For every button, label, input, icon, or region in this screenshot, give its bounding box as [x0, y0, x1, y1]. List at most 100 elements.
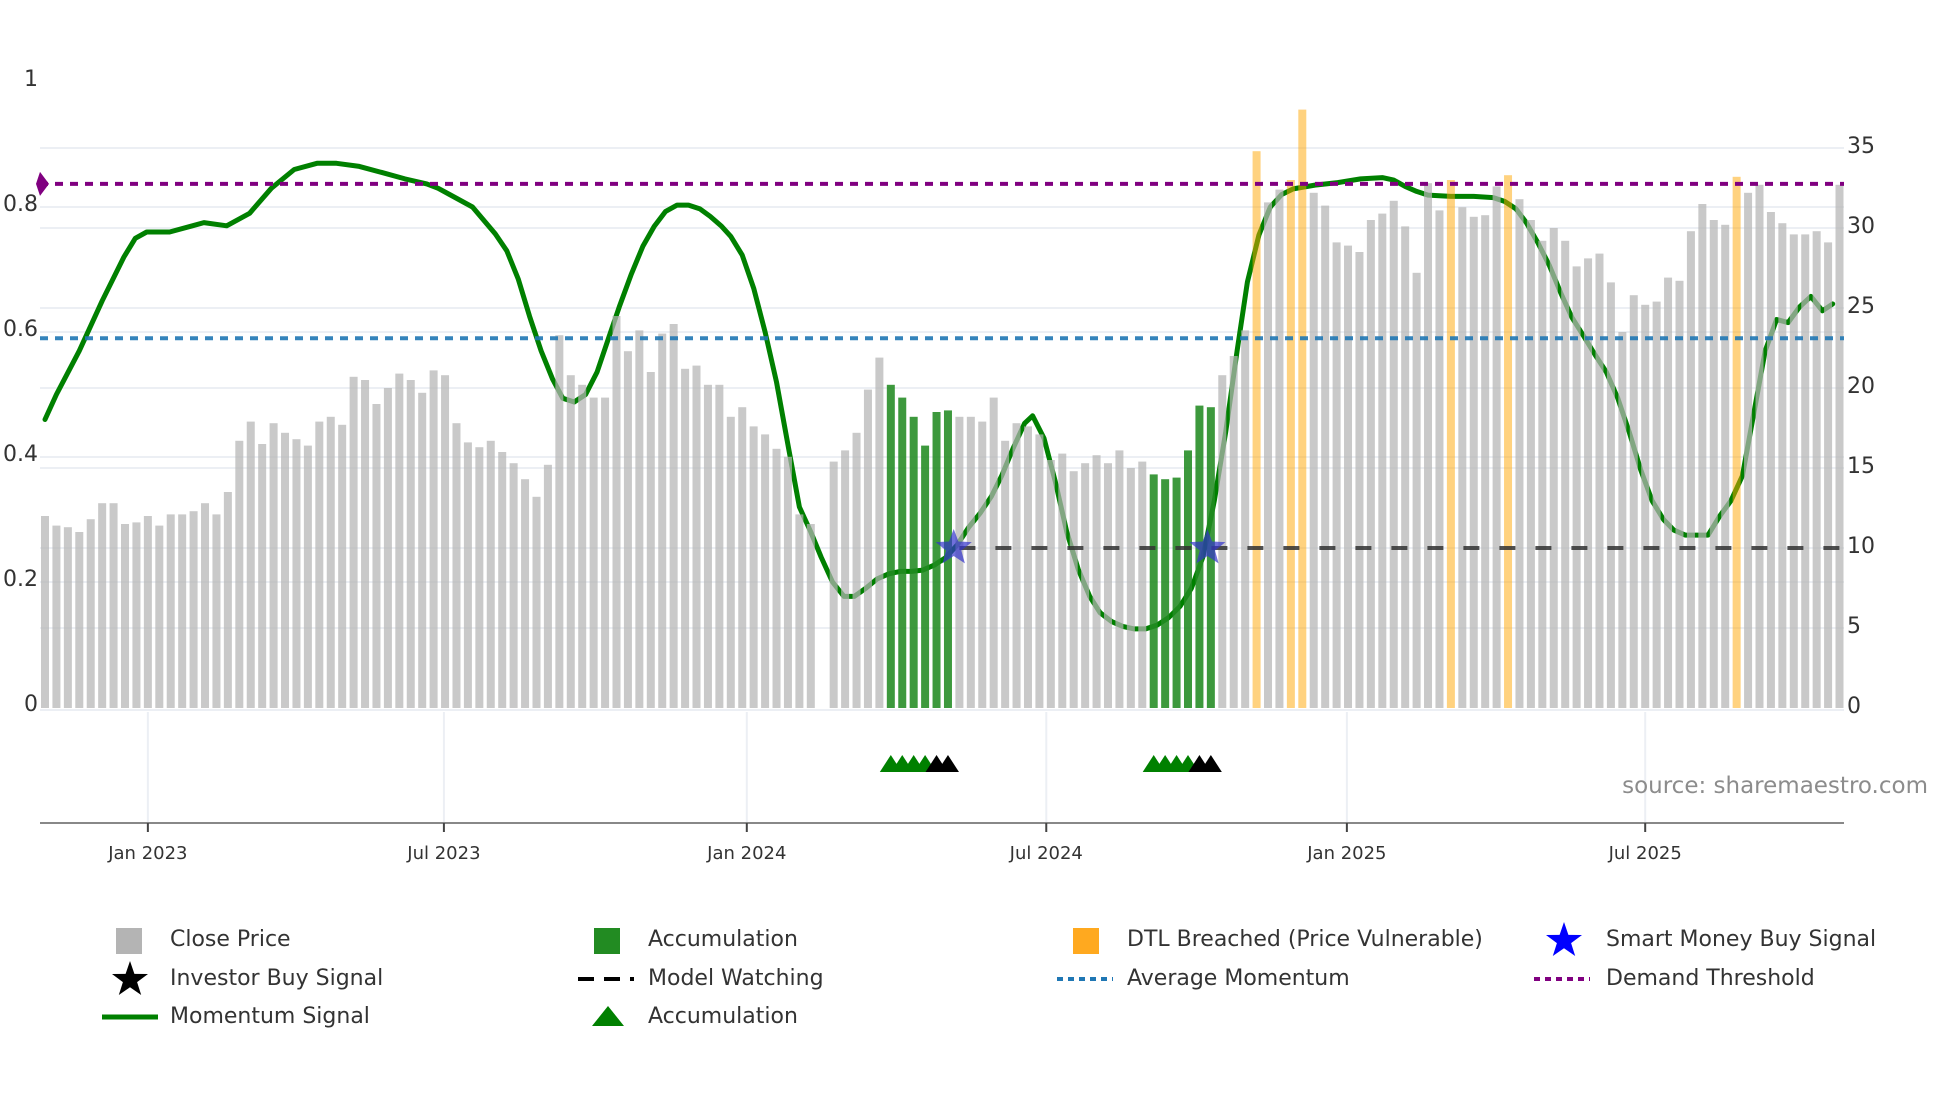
- close-price-bar: [543, 464, 552, 708]
- close-price-bar: [566, 375, 575, 708]
- close-price-bar: [521, 479, 530, 708]
- dtl-breached-bar: [1286, 180, 1295, 708]
- close-price-bar: [1138, 461, 1147, 708]
- close-price-bar: [715, 384, 724, 708]
- close-price-bar: [1126, 468, 1135, 708]
- close-price-bar: [1366, 220, 1375, 708]
- close-price-bar: [578, 384, 587, 708]
- close-price-bar: [1092, 455, 1101, 708]
- close-price-bar: [749, 426, 758, 708]
- close-price-bar: [1344, 245, 1353, 708]
- reference-lines: [36, 171, 1844, 550]
- close-price-bar: [955, 416, 964, 708]
- close-price-bar: [1321, 205, 1330, 708]
- close-price-bar: [978, 421, 987, 708]
- close-price-bar: [475, 447, 484, 708]
- close-price-bar: [1035, 434, 1044, 708]
- close-price-bar: [406, 380, 415, 708]
- close-price-bar: [498, 452, 507, 708]
- close-price-bar: [646, 372, 655, 708]
- axes: Jan 2023 Jul 2023 Jan 2024 Jul 2024 Jan 2025…: [3, 67, 1875, 864]
- close-price-bar: [166, 514, 175, 708]
- close-price-bar: [201, 503, 210, 708]
- close-price-bar: [109, 503, 118, 708]
- close-price-bar: [395, 373, 404, 708]
- close-price-bar: [429, 370, 438, 708]
- close-price-bar: [1046, 460, 1055, 708]
- close-price-bar: [86, 519, 95, 708]
- close-price-bar: [258, 444, 267, 708]
- close-price-bar: [1001, 440, 1010, 708]
- close-price-bar: [1389, 200, 1398, 709]
- accumulation-bar: [886, 384, 895, 708]
- close-price-bar: [1744, 192, 1753, 709]
- close-price-bar: [1606, 282, 1615, 708]
- close-price-bar: [1698, 204, 1707, 708]
- close-price-bar: [1103, 463, 1112, 708]
- close-price-bar: [418, 392, 427, 708]
- close-price-bar: [1218, 375, 1227, 708]
- close-price-bar: [989, 397, 998, 708]
- y-right-tick-label: 20: [1847, 374, 1875, 399]
- close-price-bar: [726, 416, 735, 708]
- close-price-bar: [326, 416, 335, 708]
- close-price-bar: [189, 511, 198, 708]
- close-price-bar: [1675, 280, 1684, 708]
- y-right-tick-label: 25: [1847, 294, 1875, 319]
- x-tick-label: Jul 2025: [1608, 843, 1682, 864]
- accumulation-bar: [1149, 474, 1158, 708]
- close-price-bar: [246, 421, 255, 708]
- close-price-bar: [75, 532, 84, 708]
- close-price-bar: [555, 335, 564, 708]
- dtl-breached-bar: [1504, 175, 1513, 708]
- close-price-bar: [1332, 242, 1341, 708]
- close-price-bar: [372, 404, 381, 708]
- accumulation-bar: [932, 412, 941, 708]
- close-price-bar: [681, 368, 690, 708]
- close-price-bar: [1526, 220, 1535, 708]
- close-price-bar: [361, 380, 370, 708]
- close-price-bar: [703, 384, 712, 708]
- close-price-bar: [1458, 207, 1467, 708]
- close-price-bar: [635, 330, 644, 708]
- close-price-bar: [441, 375, 450, 708]
- close-price-bar: [1515, 199, 1524, 708]
- close-price-bar: [292, 439, 301, 708]
- smart-money-star-icon: [1189, 529, 1226, 564]
- close-price-bar: [1275, 189, 1284, 709]
- accumulation-bar: [909, 416, 918, 708]
- close-price-bar: [338, 424, 347, 708]
- close-price-bar: [1789, 234, 1798, 708]
- close-price-bar: [1435, 210, 1444, 708]
- close-price-bar: [692, 365, 701, 708]
- y-right-tick-label: 35: [1847, 134, 1875, 159]
- close-price-bar: [1686, 231, 1695, 708]
- close-price-bar: [269, 423, 278, 708]
- close-price-bar: [612, 316, 621, 708]
- close-price-bar: [875, 357, 884, 708]
- y-left-tick-label: 1: [24, 67, 38, 92]
- close-price-bar: [212, 514, 221, 708]
- close-price-bar: [121, 524, 130, 708]
- y-right-tick-label: 15: [1847, 454, 1875, 479]
- close-price-bar: [1709, 220, 1718, 708]
- close-price-bar: [1595, 253, 1604, 708]
- close-price-bar: [63, 527, 72, 708]
- close-price-bar: [1115, 450, 1124, 708]
- close-price-bar: [486, 440, 495, 708]
- y-left-tick-label: 0.2: [3, 567, 38, 592]
- close-price-bar: [235, 440, 244, 708]
- accumulation-bar: [1184, 450, 1192, 708]
- close-price-bar: [852, 432, 861, 708]
- close-price-bar: [738, 407, 747, 708]
- close-price-bar: [532, 496, 541, 708]
- dtl-breached-bar: [1298, 109, 1307, 709]
- close-price-bar: [303, 445, 312, 708]
- close-price-bar: [452, 423, 461, 708]
- close-price-bar: [1081, 463, 1090, 708]
- y-left-tick-label: 0.8: [3, 192, 38, 217]
- close-price-bar: [1069, 471, 1078, 708]
- accumulation-bar: [921, 445, 930, 708]
- close-price-bar: [1241, 330, 1250, 708]
- close-price-bar: [1629, 295, 1638, 708]
